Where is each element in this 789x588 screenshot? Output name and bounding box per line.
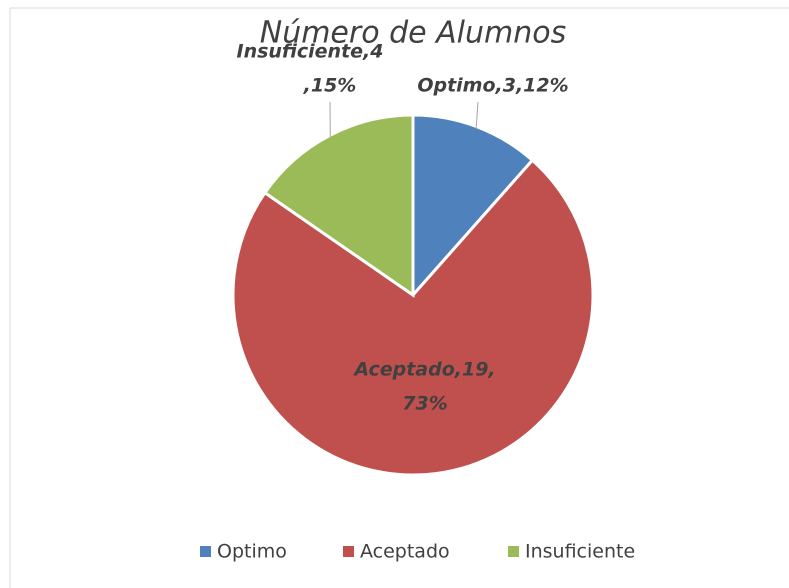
data-label: Insuficiente,4 bbox=[237, 41, 384, 63]
data-label: 73% bbox=[402, 393, 447, 415]
leader-line bbox=[475, 101, 479, 129]
data-label: ,15% bbox=[303, 75, 357, 97]
pie-slice bbox=[262, 113, 415, 298]
data-label: Aceptado,19, bbox=[352, 359, 495, 381]
legend-swatch bbox=[343, 546, 354, 557]
chart-title: Número de Alumnos bbox=[260, 16, 567, 51]
legend-label: Aceptado bbox=[360, 541, 450, 563]
pie-slice bbox=[231, 158, 595, 477]
legend-label: Insuficiente bbox=[525, 541, 635, 563]
pie-slice bbox=[411, 113, 535, 299]
legend-label: Optimo bbox=[217, 541, 287, 563]
legend-swatch bbox=[200, 546, 211, 557]
legend-swatch bbox=[508, 546, 519, 557]
data-label: Optimo,3,12% bbox=[417, 75, 568, 97]
